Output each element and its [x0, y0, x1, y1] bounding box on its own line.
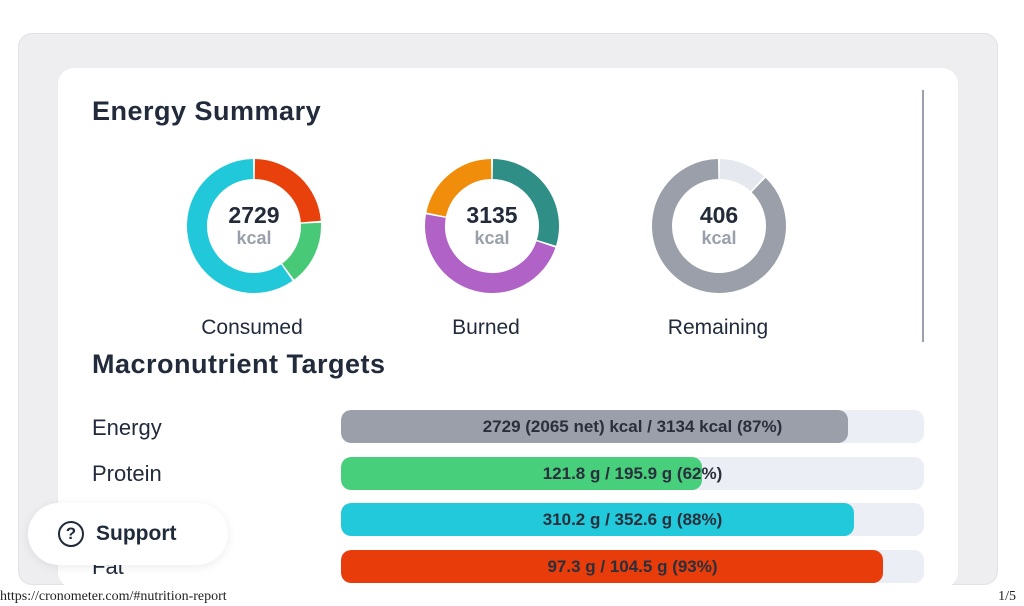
energy-summary-title: Energy Summary — [92, 96, 322, 126]
burned-value: 3135 — [466, 202, 518, 228]
consumed-label: Consumed — [201, 316, 303, 339]
footer-page-number: 1/5 — [998, 589, 1016, 604]
consumed-unit: kcal — [236, 228, 272, 248]
donut-segment — [187, 159, 293, 293]
remaining-value: 406 — [699, 202, 739, 228]
carbs-bar-fill — [341, 503, 855, 536]
energy-bar-text: 2729 (2065 net) kcal / 3134 kcal (87%) — [482, 416, 783, 436]
question-circle-icon: ? — [58, 521, 84, 547]
print-footer: https://cronometer.com/#nutrition-report… — [0, 586, 1024, 606]
donut-segment — [426, 159, 492, 217]
remaining-label: Remaining — [667, 316, 769, 339]
protein-row-label: Protein — [92, 461, 162, 486]
protein-bar-fill — [341, 457, 703, 490]
donut-segment — [652, 159, 786, 293]
carbs-target-bar[interactable]: 310.2 g / 352.6 g (88%) — [341, 503, 924, 536]
fat-target-bar[interactable]: 97.3 g / 104.5 g (93%) — [341, 550, 924, 583]
protein-bar-text: 121.8 g / 195.9 g (62%) — [542, 463, 723, 483]
scrollbar-divider — [922, 90, 924, 342]
remaining-donut: 406 kcal — [649, 156, 789, 296]
fat-bar-text: 97.3 g / 104.5 g (93%) — [547, 556, 718, 576]
burned-donut: 3135 kcal — [422, 156, 562, 296]
burned-donut-ring — [425, 159, 559, 293]
energy-bar-fill — [341, 410, 849, 443]
donut-segment — [425, 214, 556, 293]
consumed-value: 2729 — [228, 202, 280, 228]
remaining-donut-ring — [652, 159, 786, 293]
energy-row-label: Energy — [92, 415, 162, 440]
burned-unit: kcal — [474, 228, 510, 248]
energy-card — [58, 68, 958, 588]
donut-segment — [492, 159, 559, 246]
energy-target-bar[interactable]: 2729 (2065 net) kcal / 3134 kcal (87%) — [341, 410, 924, 443]
remaining-unit: kcal — [701, 228, 737, 248]
support-button[interactable]: ? Support — [28, 503, 228, 565]
carbs-bar-text: 310.2 g / 352.6 g (88%) — [542, 509, 723, 529]
donut-segment — [254, 159, 321, 223]
donut-segment — [719, 159, 765, 192]
fat-bar-fill — [341, 550, 884, 583]
footer-url: https://cronometer.com/#nutrition-report — [0, 589, 227, 604]
protein-target-bar[interactable]: 121.8 g / 195.9 g (62%) — [341, 457, 924, 490]
consumed-donut: 2729 kcal — [184, 156, 324, 296]
burned-label: Burned — [452, 316, 520, 339]
support-label: Support — [96, 522, 177, 545]
macronutrient-targets-title: Macronutrient Targets — [92, 349, 386, 379]
consumed-donut-ring — [187, 159, 321, 293]
donut-segment — [281, 222, 321, 280]
